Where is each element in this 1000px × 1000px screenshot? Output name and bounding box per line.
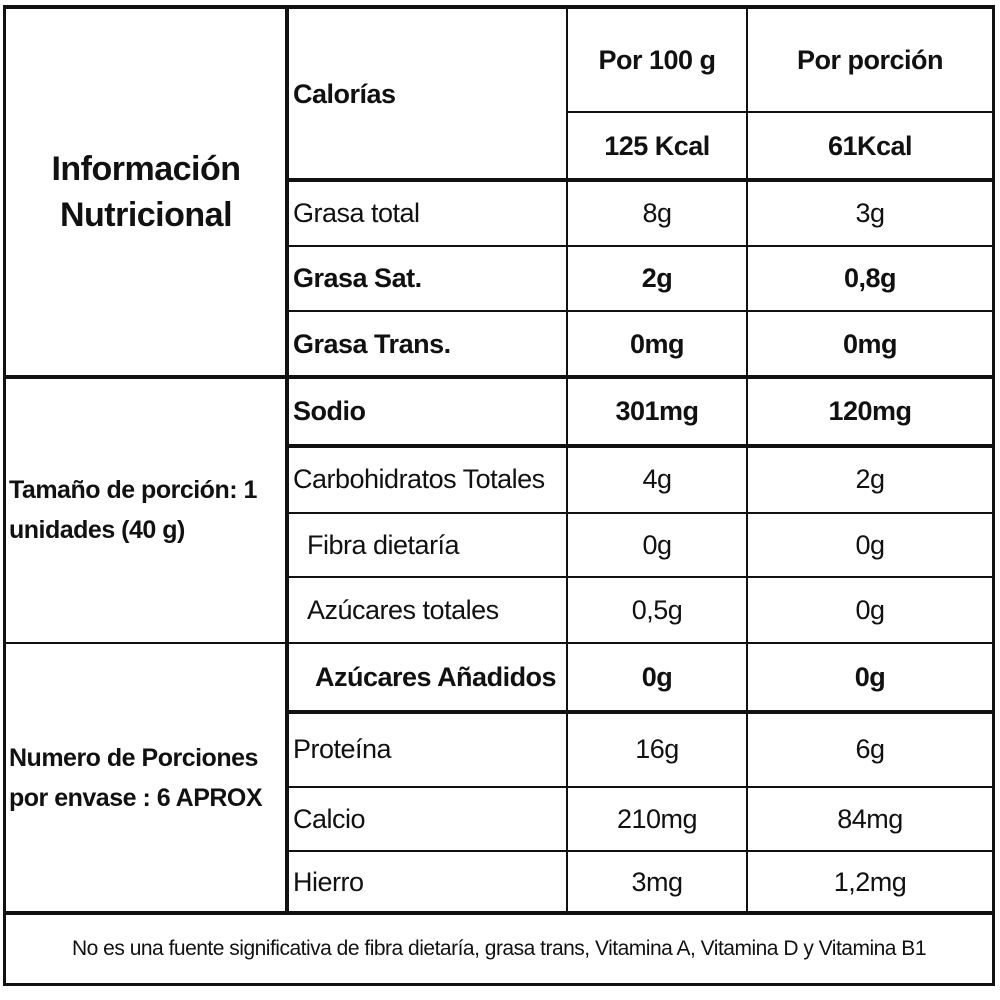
servings: Numero de Porciones por envase : 6 APROX xyxy=(9,744,263,812)
rule xyxy=(287,375,993,379)
nutrient-value: 8g xyxy=(642,197,672,228)
rule xyxy=(285,5,289,915)
nutrient-value: 0g xyxy=(855,594,885,625)
rule xyxy=(566,5,568,915)
nutrient-value: 0mg xyxy=(842,328,898,359)
rule xyxy=(3,642,287,644)
nutrient-name: Carbohidratos Totales xyxy=(293,464,545,494)
rule xyxy=(287,850,993,852)
nutrient-value: 1,2mg xyxy=(833,866,907,897)
nutrient-value: 3mg xyxy=(631,866,683,897)
nutrient-value: 0,8g xyxy=(843,263,897,293)
rule xyxy=(3,375,287,379)
rule xyxy=(3,5,6,986)
nutrient-name: Grasa Trans. xyxy=(293,328,451,359)
nutrient-value: 0g xyxy=(855,529,885,560)
nutrient-name: Calcio xyxy=(293,803,366,834)
rule xyxy=(992,5,995,986)
rule xyxy=(567,111,993,113)
title: Información Nutricional xyxy=(51,149,241,234)
rule xyxy=(287,710,993,714)
nutrient-name: Proteína xyxy=(293,734,392,764)
nutrient-value: 0mg xyxy=(629,328,685,359)
footnote: No es una fuente significativa de fibra … xyxy=(72,937,927,960)
nutrient-value: 84mg xyxy=(837,803,903,834)
nutrient-name: Fibra dietaría xyxy=(307,529,460,560)
calories-label: Calorías xyxy=(293,78,396,109)
serving-size: Tamaño de porción: 1 unidades (40 g) xyxy=(9,476,257,544)
rule xyxy=(746,5,748,915)
nutrient-value: 0g xyxy=(854,662,886,692)
rule xyxy=(287,512,993,514)
nutrient-name: Grasa Sat. xyxy=(293,263,422,293)
rule xyxy=(287,786,993,788)
nutrient-value: 16g xyxy=(635,734,679,764)
nutrient-value: 3g xyxy=(855,197,885,228)
calories-value: 61Kcal xyxy=(827,130,913,161)
nutrient-value: 301mg xyxy=(615,396,699,426)
nutrient-value: 0g xyxy=(642,529,672,560)
rule xyxy=(287,642,993,644)
nutrient-value: 120mg xyxy=(828,396,912,426)
rule xyxy=(287,444,993,448)
rule xyxy=(3,5,995,9)
rule xyxy=(287,178,993,182)
rule xyxy=(3,983,995,986)
nutrient-value: 2g xyxy=(641,263,673,293)
nutrient-value: 0,5g xyxy=(631,594,683,625)
rule xyxy=(3,911,995,915)
nutrient-name: Hierro xyxy=(293,866,364,897)
nutrient-name: Azúcares totales xyxy=(307,594,499,625)
rule xyxy=(287,310,993,312)
nutrient-name: Sodio xyxy=(293,396,366,426)
calories-value: 125 Kcal xyxy=(604,130,710,161)
nutrient-value: 2g xyxy=(855,464,885,494)
nutrient-value: 6g xyxy=(855,734,885,764)
nutrient-name: Grasa total xyxy=(293,197,420,228)
column-header: Por 100 g xyxy=(598,44,716,75)
nutrient-value: 4g xyxy=(642,464,672,494)
nutrient-value: 210mg xyxy=(616,803,698,834)
rule xyxy=(287,245,993,247)
rule xyxy=(287,576,993,578)
column-header: Por porción xyxy=(796,44,944,75)
nutrient-value: 0g xyxy=(641,662,673,692)
nutrient-name: Azúcares Añadidos xyxy=(315,662,557,692)
